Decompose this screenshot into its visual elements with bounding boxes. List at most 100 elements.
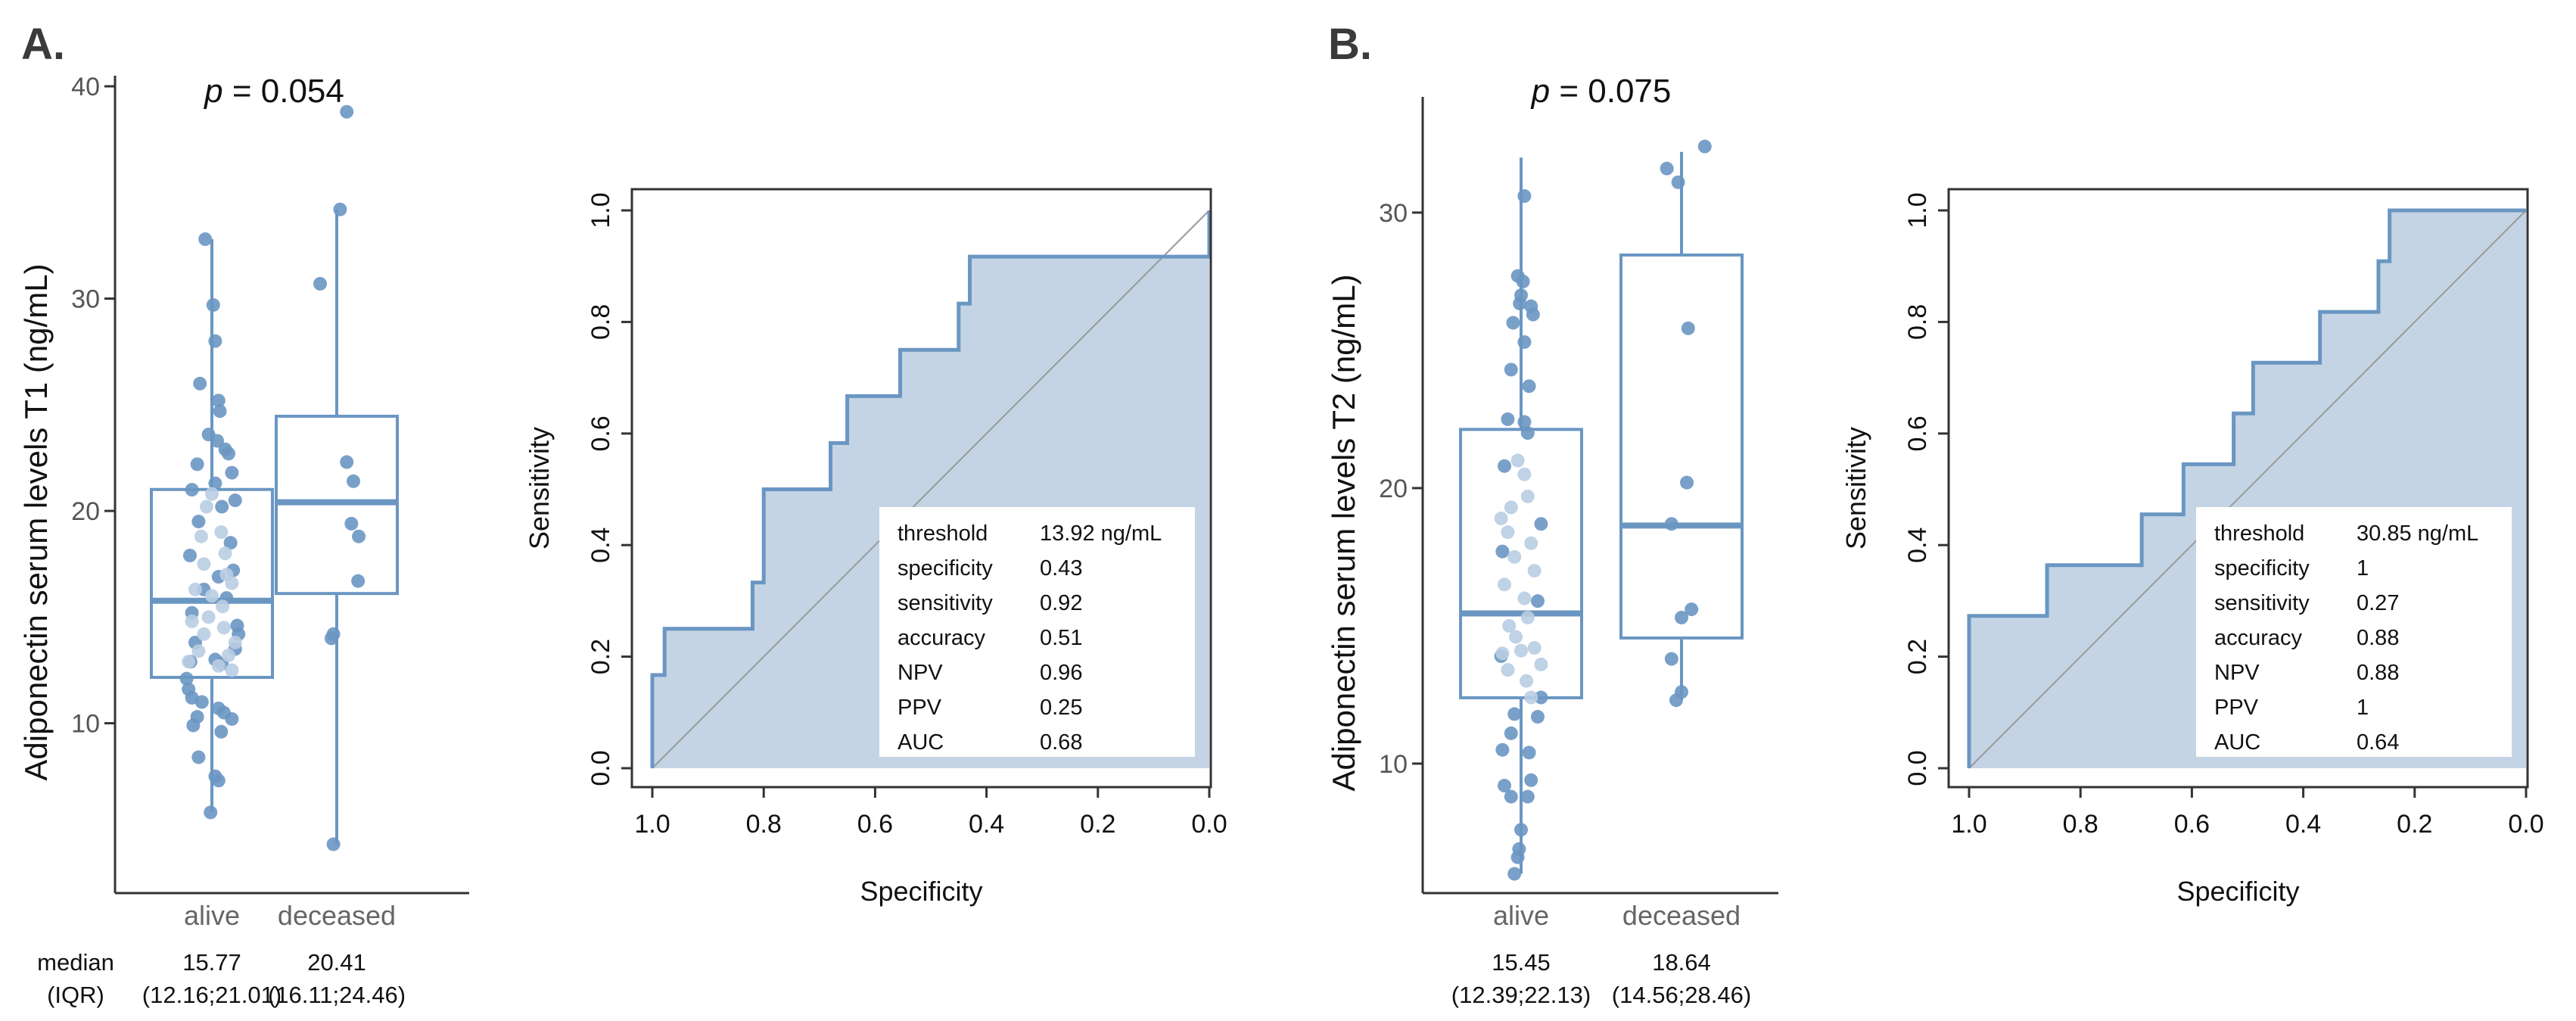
x-tick-label: 0.2 — [2397, 810, 2432, 839]
x-tick-label: 0.4 — [969, 810, 1004, 839]
stats-table-key: PPV — [898, 696, 942, 720]
chance-diagonal — [1968, 210, 2527, 769]
data-point — [182, 655, 196, 669]
category-label: deceased — [278, 900, 396, 931]
data-point — [1516, 274, 1530, 288]
data-point — [194, 529, 208, 543]
data-point — [186, 718, 201, 733]
data-point — [1517, 335, 1532, 349]
data-point — [225, 576, 239, 590]
x-tick-label: 0.2 — [1080, 810, 1115, 839]
data-point — [1508, 630, 1523, 644]
stats-table-key: sensitivity — [898, 591, 993, 615]
data-point — [1524, 536, 1538, 550]
data-point — [214, 525, 229, 540]
data-point — [1501, 525, 1515, 540]
iqr-value: (12.39;22.13) — [1451, 982, 1591, 1008]
data-point — [1517, 415, 1532, 429]
data-point — [1514, 643, 1528, 658]
stats-table-key: AUC — [2214, 730, 2260, 755]
data-point — [1498, 779, 1511, 793]
data-point — [1675, 610, 1688, 624]
data-point — [1522, 379, 1536, 394]
y-tick-label: 40 — [71, 73, 100, 101]
panel-a: A. p = 0.054 10 20 30 40 Adiponectin serum lev… — [18, 20, 1227, 1008]
median-value: 18.64 — [1652, 949, 1711, 976]
y-tick-label: 10 — [71, 710, 100, 739]
stats-table-value: 1 — [2357, 556, 2369, 581]
data-point — [211, 394, 226, 408]
iqr-row-label: (IQR) — [47, 982, 104, 1008]
data-point — [179, 671, 194, 686]
y-tick-label: 1.0 — [1903, 192, 1932, 228]
data-point — [1524, 690, 1538, 705]
data-point — [194, 695, 209, 709]
y-tick-label: 30 — [71, 285, 100, 314]
y-tick-label: 0.8 — [1903, 304, 1932, 340]
data-point — [198, 232, 213, 246]
data-point — [1504, 726, 1518, 740]
data-point — [1507, 549, 1522, 564]
data-point — [1495, 544, 1510, 559]
x-tick-label: 0.4 — [2285, 810, 2321, 839]
data-point — [182, 548, 197, 562]
data-point — [1502, 618, 1517, 633]
data-point — [1685, 602, 1699, 617]
y-tick-label: 0.4 — [1903, 528, 1932, 563]
y-tick-label: 0.8 — [586, 304, 615, 340]
stats-table-value: 30.85 ng/mL — [2357, 521, 2478, 546]
stats-table-key: specificity — [2214, 556, 2310, 581]
stats-table-value: 0.25 — [1040, 696, 1082, 720]
data-point — [1513, 297, 1527, 311]
data-point — [1507, 867, 1522, 881]
data-point — [326, 837, 341, 851]
stats-table-bg — [2196, 507, 2512, 757]
data-point — [1520, 489, 1535, 503]
data-point — [1504, 500, 1518, 515]
stats-table-key: NPV — [898, 661, 943, 685]
median-value: 20.41 — [307, 949, 366, 976]
x-tick-label: 1.0 — [634, 810, 670, 839]
data-point — [1671, 175, 1685, 189]
data-point — [1526, 307, 1540, 322]
data-point — [1520, 789, 1535, 804]
data-point — [1534, 517, 1548, 531]
data-point — [222, 447, 235, 461]
data-point — [199, 500, 213, 514]
stats-table-value: 0.68 — [1040, 730, 1082, 755]
iqr-value: (12.16;21.01) — [142, 982, 282, 1008]
y-tick-label: 10 — [1379, 750, 1408, 779]
y-tick-label: 1.0 — [586, 192, 615, 228]
x-tick-label: 1.0 — [1951, 810, 1986, 839]
data-point — [1520, 674, 1534, 688]
y-tick-label: 0.0 — [586, 750, 615, 786]
p-symbol: p — [1530, 73, 1550, 110]
x-tick-label: 0.0 — [1191, 810, 1227, 839]
data-point — [1680, 475, 1694, 490]
x-tick-label: 0.6 — [857, 810, 893, 839]
data-point — [191, 515, 206, 529]
p-value-title: p = 0.075 — [1530, 73, 1672, 110]
x-axis-title: Specificity — [2176, 876, 2299, 907]
data-point — [1531, 710, 1545, 724]
data-point — [1506, 316, 1520, 330]
data-point — [216, 599, 230, 614]
y-axis-title: Sensitivity — [1840, 427, 1871, 549]
box — [1619, 253, 1744, 640]
data-point — [204, 805, 218, 820]
stats-table-value: 0.88 — [2357, 661, 2399, 685]
data-point — [205, 589, 219, 603]
plot-frame — [630, 188, 1212, 789]
data-point — [340, 455, 354, 469]
data-point — [215, 500, 229, 514]
median-row-label: median — [37, 949, 114, 976]
stats-table-value: 0.27 — [2357, 591, 2399, 615]
stats-table-value: 0.64 — [2357, 730, 2399, 755]
data-point — [201, 610, 216, 624]
x-axis-title: Specificity — [860, 876, 982, 907]
data-point — [1517, 467, 1532, 481]
data-point — [213, 404, 227, 419]
data-point — [1527, 641, 1542, 655]
stats-table-value: 0.96 — [1040, 661, 1082, 685]
